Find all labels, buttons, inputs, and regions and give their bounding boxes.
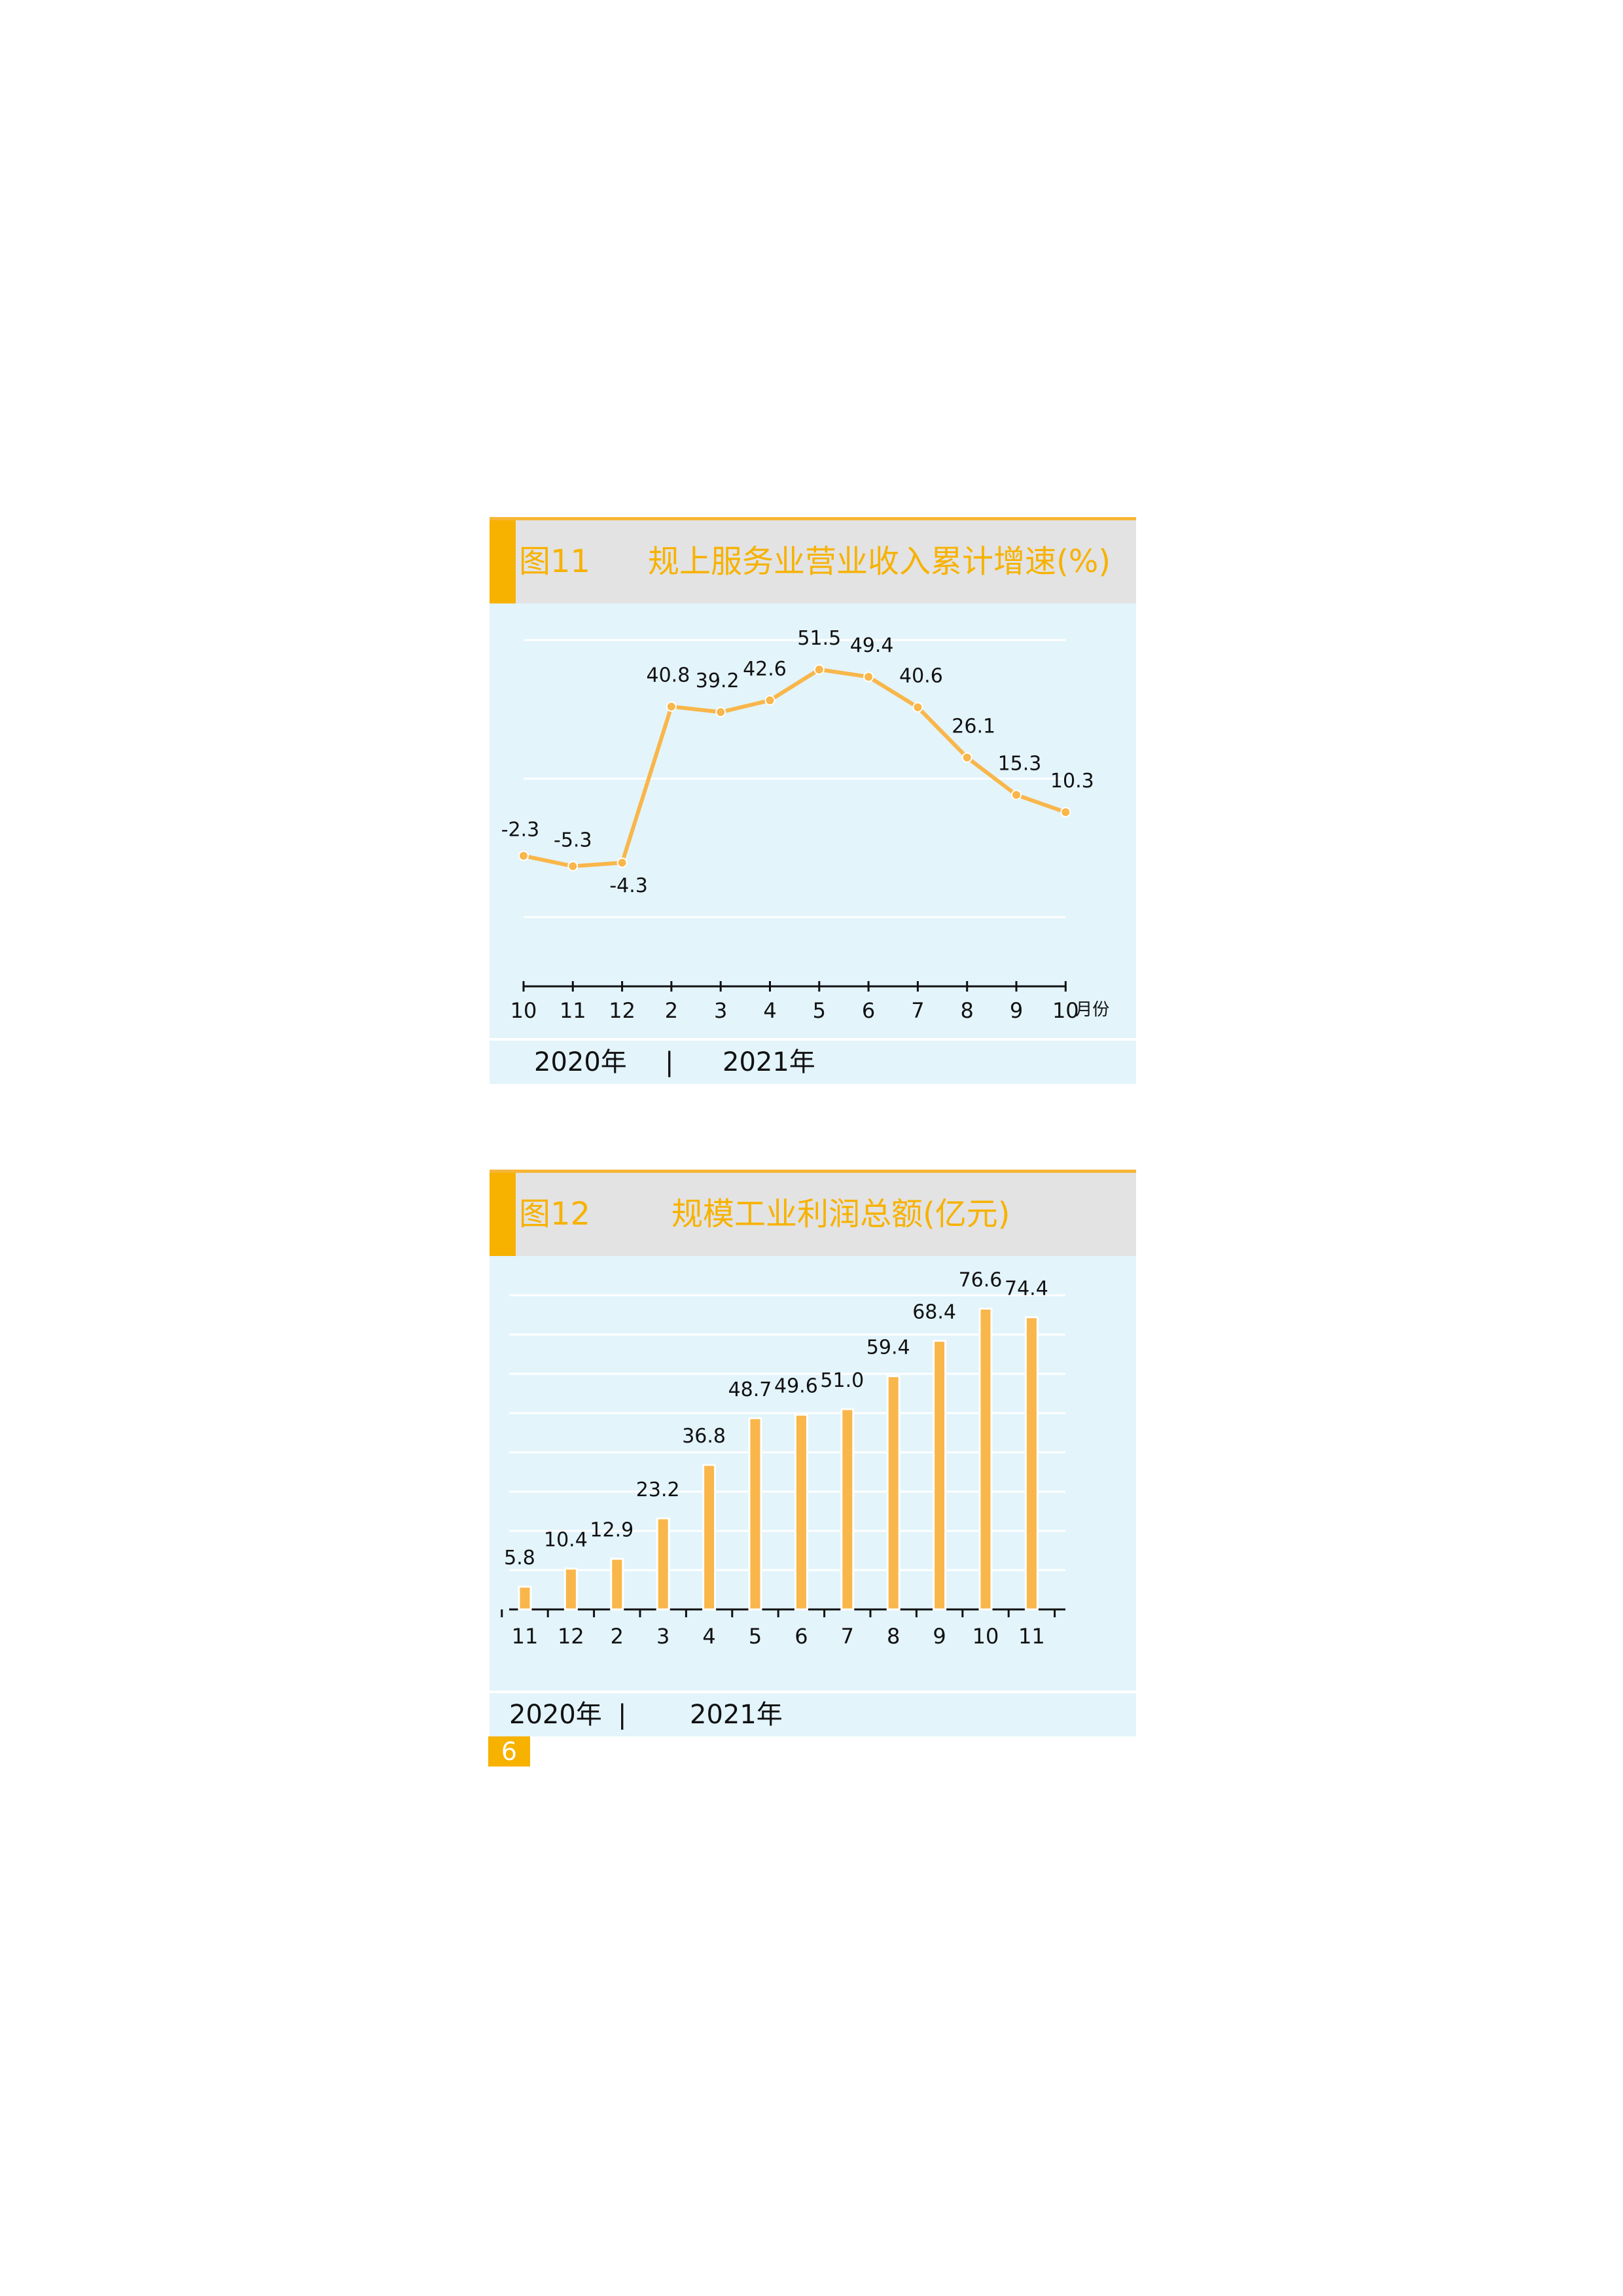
chart-2-figure-label: 图12 [519, 1196, 591, 1232]
data-point [1060, 806, 1071, 817]
x-tick-label: 8 [961, 998, 974, 1023]
data-label: 12.9 [590, 1519, 633, 1542]
data-point [961, 752, 972, 763]
bar [748, 1417, 762, 1611]
chart-2-year-bar: 2020年 | 2021年 [490, 1691, 1136, 1736]
x-tick-label: 3 [656, 1624, 669, 1649]
chart-panel-2: 图12 规模工业利润总额(亿元) 5.8 11 10.4 12 12.9 2 23.2 3 36… [490, 1170, 1136, 1736]
x-tick-label: 9 [933, 1624, 946, 1649]
chart-2-title: 规模工业利润总额(亿元) [671, 1196, 1010, 1232]
data-label: 74.4 [1005, 1278, 1048, 1300]
data-point [518, 850, 529, 861]
data-label: 40.6 [899, 665, 943, 688]
bar [794, 1413, 808, 1611]
data-label: 42.6 [743, 658, 787, 681]
data-label: 26.1 [952, 715, 995, 738]
title-accent-bar [490, 520, 516, 603]
data-label: 5.8 [504, 1547, 535, 1570]
x-tick-label: 7 [911, 998, 924, 1023]
bar [840, 1408, 855, 1611]
page-number: 6 [488, 1736, 530, 1767]
data-point [616, 857, 628, 869]
bar [656, 1517, 670, 1611]
bar [610, 1558, 624, 1611]
year-label-2021: 2021年 [722, 1047, 815, 1077]
x-tick-label: 10 [972, 1624, 999, 1649]
x-tick-label: 5 [749, 1624, 762, 1649]
x-tick-label: 12 [609, 998, 635, 1023]
year-label-2020: 2020年 [534, 1047, 627, 1077]
x-tick-label: 10 [1052, 998, 1079, 1023]
chart-2-title-bar: 图12 规模工业利润总额(亿元) [490, 1170, 1136, 1256]
data-label: 10.4 [544, 1529, 588, 1552]
data-label: 51.5 [797, 627, 841, 650]
x-axis-unit-label: 月份 [1075, 1000, 1109, 1020]
bar [886, 1375, 901, 1611]
data-label: 51.0 [820, 1369, 864, 1392]
data-label: 59.4 [866, 1336, 910, 1359]
year-separator: | [618, 1700, 627, 1730]
bar [518, 1585, 532, 1611]
data-label: 49.4 [850, 634, 894, 657]
data-point [567, 861, 579, 872]
x-tick-label: 9 [1010, 998, 1023, 1023]
x-tick-label: 12 [558, 1624, 584, 1649]
x-tick-label: 4 [702, 1624, 715, 1649]
x-tick-label: 2 [611, 1624, 624, 1649]
data-label: 36.8 [682, 1425, 726, 1448]
data-label: 10.3 [1050, 770, 1094, 793]
data-point [863, 672, 874, 683]
data-point [666, 701, 677, 712]
year-separator: | [665, 1047, 674, 1077]
data-label: 23.2 [636, 1479, 680, 1501]
x-tick-label: 3 [714, 998, 727, 1023]
data-label: 49.6 [774, 1374, 818, 1397]
data-label: 15.3 [998, 752, 1042, 775]
data-point [1011, 789, 1022, 800]
x-tick-label: 5 [813, 998, 826, 1023]
data-label: 76.6 [959, 1268, 1003, 1291]
data-label: 39.2 [696, 670, 740, 692]
x-tick-label: 8 [887, 1624, 900, 1649]
bar [702, 1463, 717, 1611]
x-tick-label: 11 [560, 998, 586, 1023]
bar-chart: 5.8 11 10.4 12 12.9 2 23.2 3 36.8 4 48.7 5 49.6 6 51.0… [501, 1268, 1065, 1649]
chart-1-figure-label: 图11 [519, 543, 591, 580]
data-label: -5.3 [554, 829, 592, 852]
data-label: 48.7 [728, 1378, 772, 1401]
chart-2-plot-area: 5.8 11 10.4 12 12.9 2 23.2 3 36.8 4 48.7 5 49.6 6 51.0… [490, 1256, 1136, 1691]
x-tick-label: 11 [512, 1624, 539, 1649]
data-point [912, 702, 923, 713]
year-label-2021: 2021年 [690, 1700, 783, 1730]
bar [978, 1307, 993, 1611]
x-tick-label: 4 [763, 998, 776, 1023]
x-tick-label: 2 [665, 998, 678, 1023]
title-accent-bar [490, 1173, 516, 1256]
bar [933, 1340, 947, 1611]
bar [1024, 1316, 1039, 1611]
chart-1-year-bar: 2020年 | 2021年 [490, 1038, 1136, 1084]
data-label: 40.8 [647, 664, 690, 687]
x-tick-label: 7 [841, 1624, 854, 1649]
chart-1-title: 规上服务业营业收入累计增速(%) [648, 543, 1111, 580]
x-tick-label: 11 [1018, 1624, 1045, 1649]
chart-1-plot-area: 10 11 12 2 3 4 5 6 7 8 9 10 月份 -2.3 -5.3 -4.3 40.8 39.2 42… [490, 603, 1136, 1038]
data-label: -2.3 [501, 819, 540, 842]
chart-1-title-bar: 图11 规上服务业营业收入累计增速(%) [490, 517, 1136, 603]
year-label-2020: 2020年 [509, 1700, 602, 1730]
data-point [764, 695, 776, 706]
series-line [523, 667, 1067, 869]
x-tick-label: 6 [794, 1624, 808, 1649]
chart-panel-1: 图11 规上服务业营业收入累计增速(%) 10 11 12 2 3 4 5 6 7 8 9 10 月份 -… [490, 517, 1136, 1085]
data-point [813, 664, 825, 675]
bar [563, 1568, 578, 1611]
data-point [715, 707, 726, 718]
x-tick-label: 10 [510, 998, 537, 1023]
x-tick-label: 6 [862, 998, 875, 1023]
data-label: -4.3 [609, 874, 648, 897]
data-label: 68.4 [912, 1301, 956, 1324]
